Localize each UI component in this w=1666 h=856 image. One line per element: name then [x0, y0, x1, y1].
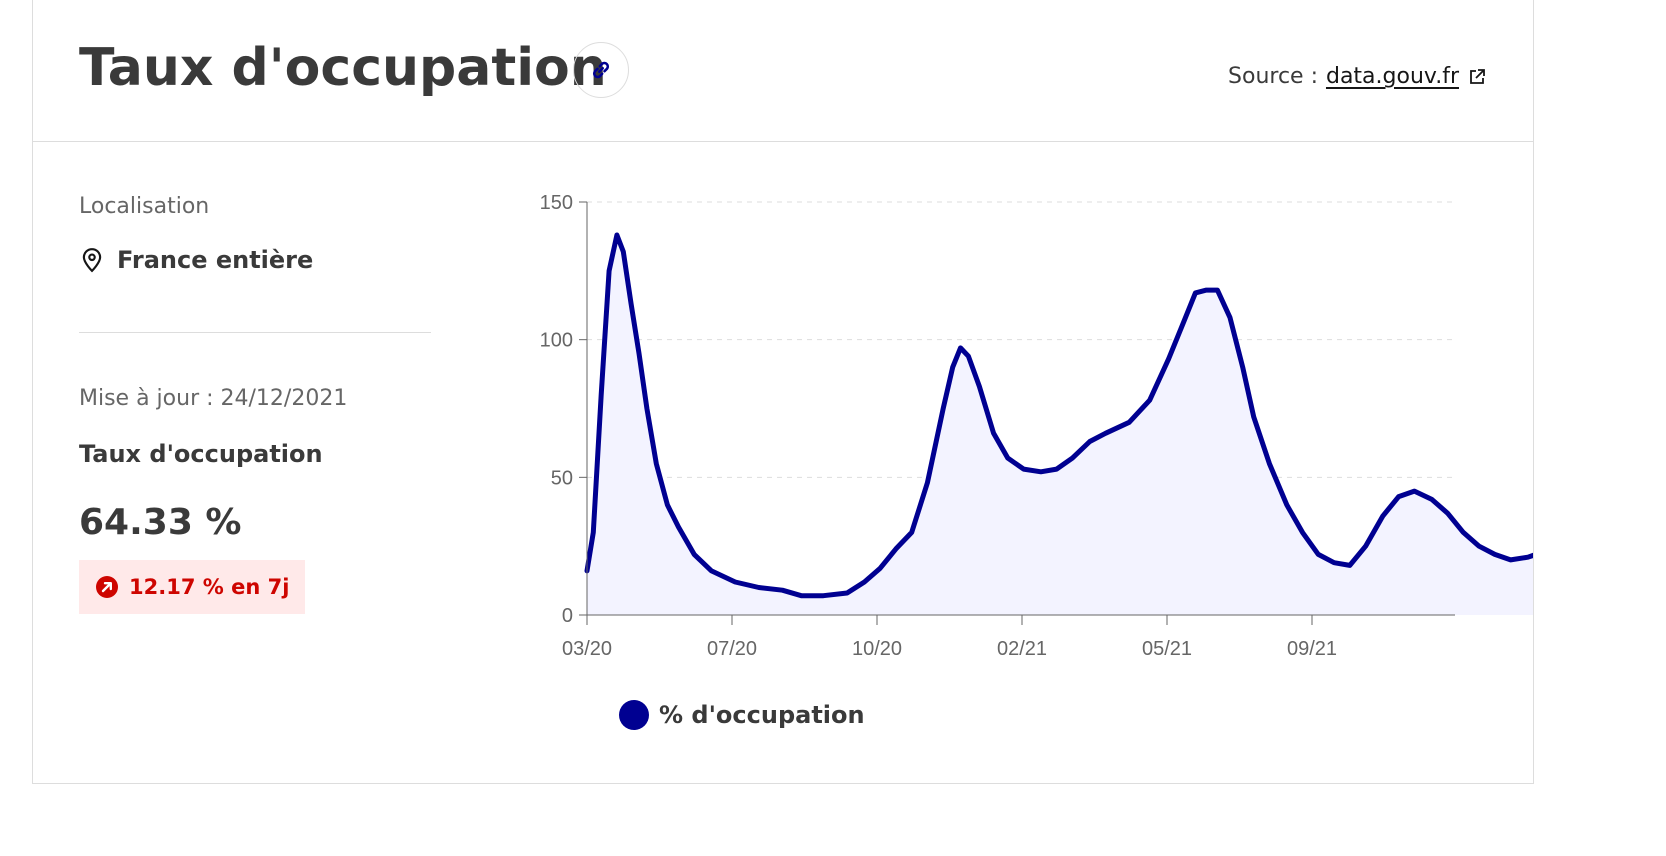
y-tick-label: 100 — [540, 330, 573, 352]
y-tick-label: 50 — [551, 467, 573, 489]
location-value: France entière — [79, 246, 313, 274]
x-tick-label: 09/21 — [1287, 638, 1337, 660]
page-title: Taux d'occupation — [79, 38, 607, 98]
legend-marker — [619, 700, 649, 730]
card-header: Taux d'occupation Source : data.gouv.fr — [33, 0, 1533, 142]
y-tick-label: 150 — [540, 192, 573, 214]
x-tick-label: 02/21 — [997, 638, 1047, 660]
update-date: Mise à jour : 24/12/2021 — [79, 386, 348, 411]
x-tick-label: 10/20 — [852, 638, 902, 660]
external-link-icon — [1470, 68, 1485, 84]
x-tick-label: 03/20 — [562, 638, 612, 660]
trend-badge: 12.17 % en 7j — [79, 560, 306, 614]
metric-label: Taux d'occupation — [79, 440, 323, 468]
sidebar-divider — [79, 332, 431, 333]
map-pin-icon — [82, 248, 102, 273]
source-link[interactable]: data.gouv.fr — [1326, 64, 1487, 89]
link-icon — [593, 61, 609, 79]
y-tick-label: 0 — [562, 605, 573, 627]
location-label: Localisation — [79, 194, 210, 219]
source-prefix: Source : — [1228, 64, 1318, 89]
x-tick-label: 05/21 — [1142, 638, 1192, 660]
metric-value: 64.33 % — [79, 502, 242, 543]
arrow-up-right-icon — [96, 576, 118, 598]
legend-label: % d'occupation — [659, 701, 865, 729]
occupation-chart: 0 50 100 150 03/20 07/20 10/20 02/21 05/21 09/21 — [540, 192, 1533, 660]
copy-link-button[interactable] — [573, 42, 629, 98]
series-line — [584, 232, 1533, 599]
source-info: Source : data.gouv.fr — [1228, 64, 1487, 89]
occupation-card: Taux d'occupation Source : data.gouv.fr … — [32, 0, 1534, 784]
series-area — [587, 235, 1533, 615]
source-link-label: data.gouv.fr — [1325, 64, 1459, 89]
chart-legend: % d'occupation — [619, 700, 865, 730]
x-tick-label: 07/20 — [707, 638, 757, 660]
trend-text: 12.17 % en 7j — [129, 575, 290, 599]
location-text: France entière — [117, 246, 314, 274]
